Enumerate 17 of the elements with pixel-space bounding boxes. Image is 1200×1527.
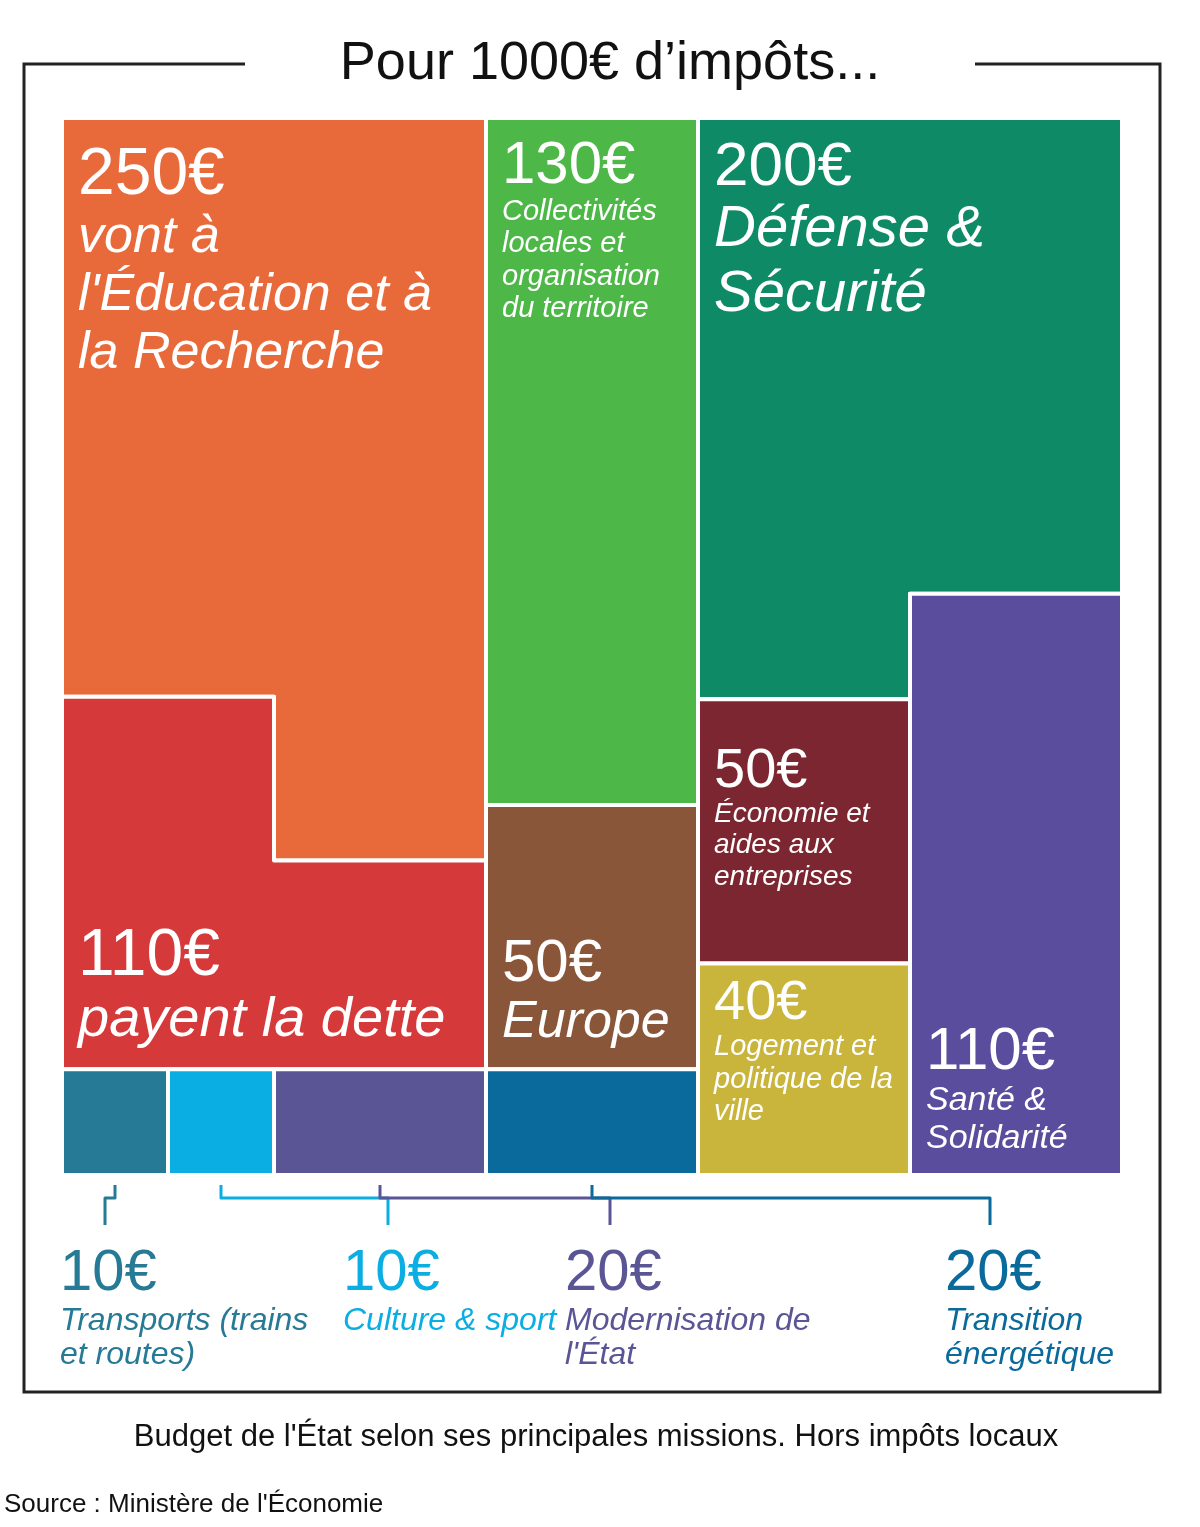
source-note: Source : Ministère de l'Économie	[4, 1488, 384, 1518]
text: Budget de l'État selon ses principales missions. Hors impôts locaux	[133, 1418, 1059, 1453]
category-label: Transition énergétique	[945, 1301, 1115, 1371]
category-label: Transports (trains et routes)	[60, 1301, 309, 1371]
category-label: Collectivités locales et organisation du territoire	[502, 193, 660, 324]
data-label: 130€	[502, 129, 636, 196]
data-label: 50€	[714, 735, 808, 799]
category-label: Économie et aides aux entreprises	[714, 796, 871, 891]
data-label: 40€	[714, 968, 808, 1032]
data-label: 20€	[565, 1237, 662, 1302]
data-label: 20€	[945, 1237, 1042, 1302]
category-label: Culture & sport	[343, 1301, 558, 1337]
category-label: Logement et politique de la ville	[713, 1029, 893, 1127]
data-label: 10€	[60, 1237, 157, 1302]
data-label: 10€	[343, 1237, 440, 1302]
text: Pour 1000€ d’impôts...	[339, 29, 881, 90]
category-label: Modernisation de l'État	[565, 1301, 811, 1371]
